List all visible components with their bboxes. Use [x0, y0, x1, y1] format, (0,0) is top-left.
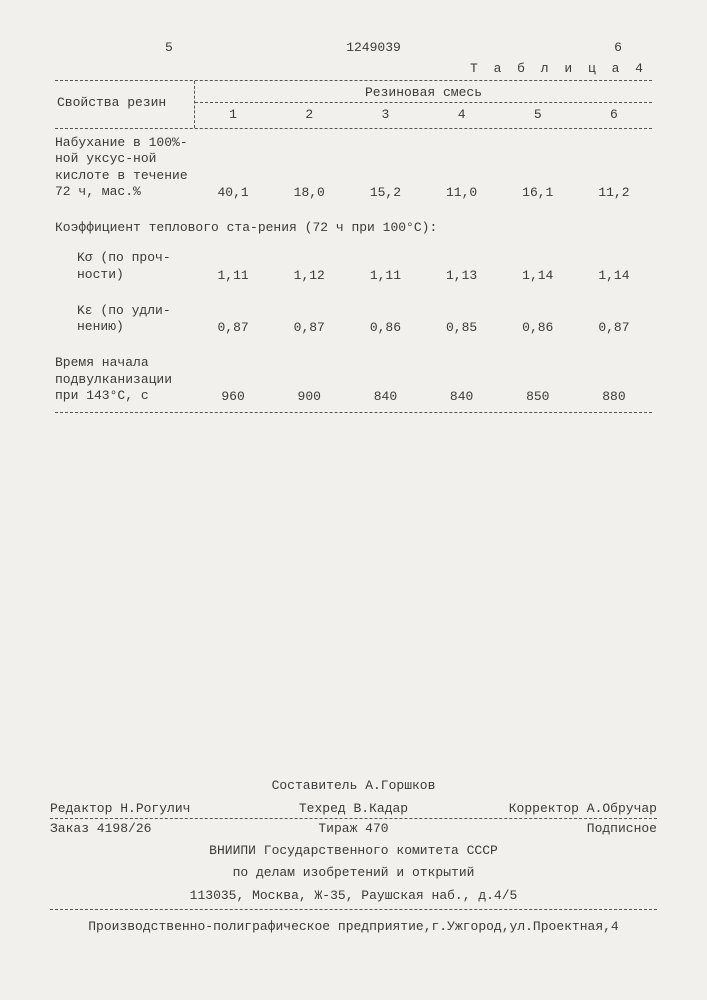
- row-header-label: Свойства резин: [55, 81, 195, 128]
- cell: 18,0: [271, 185, 347, 200]
- cell: 11,2: [576, 185, 652, 200]
- row-label: Время начала подвулканизации при 143°С, …: [55, 355, 195, 404]
- cell: 40,1: [195, 185, 271, 200]
- tirazh: Тираж 470: [252, 821, 454, 836]
- editor: Редактор Н.Рогулич: [50, 801, 252, 816]
- cell: 0,87: [195, 320, 271, 335]
- table-body: Набухание в 100%-ной уксус-ной кислоте в…: [55, 135, 652, 413]
- row-label: Kε (по удли-нению): [55, 303, 195, 336]
- printer-line: Производственно-полиграфическое предприя…: [50, 918, 657, 936]
- column-group-header: Резиновая смесь: [195, 81, 652, 103]
- col-num: 5: [500, 107, 576, 122]
- table-header-row: Свойства резин Резиновая смесь 1 2 3 4 5…: [55, 81, 652, 128]
- sub-header: Коэффициент теплового ста-рения (72 ч пр…: [55, 220, 652, 236]
- cell: 1,14: [576, 268, 652, 283]
- cell: 880: [576, 389, 652, 404]
- order-line: Заказ 4198/26 Тираж 470 Подписное: [50, 819, 657, 838]
- cell: 900: [271, 389, 347, 404]
- table-title: Т а б л и ц а 4: [55, 61, 652, 76]
- col-num: 6: [576, 107, 652, 122]
- cell: 0,86: [347, 320, 423, 335]
- divider: [50, 909, 657, 910]
- column-numbers: 1 2 3 4 5 6: [195, 103, 652, 128]
- cell: 0,87: [576, 320, 652, 335]
- cell: 1,13: [424, 268, 500, 283]
- cell: 0,86: [500, 320, 576, 335]
- cell: 1,11: [195, 268, 271, 283]
- cell: 0,87: [271, 320, 347, 335]
- table-row: Kσ (по проч-ности) 1,11 1,12 1,11 1,13 1…: [55, 250, 652, 283]
- table-row: Время начала подвулканизации при 143°С, …: [55, 355, 652, 404]
- podpisnoe: Подписное: [455, 821, 657, 836]
- row-label: Набухание в 100%-ной уксус-ной кислоте в…: [55, 135, 195, 200]
- org-line-2: по делам изобретений и открытий: [50, 864, 657, 882]
- cell: 840: [347, 389, 423, 404]
- techred: Техред В.Кадар: [252, 801, 454, 816]
- col-num: 3: [347, 107, 423, 122]
- table-row: Kε (по удли-нению) 0,87 0,87 0,86 0,85 0…: [55, 303, 652, 336]
- address-line: 113035, Москва, Ж-35, Раушская наб., д.4…: [50, 887, 657, 905]
- col-num: 4: [424, 107, 500, 122]
- cell: 15,2: [347, 185, 423, 200]
- doc-number: 1249039: [346, 40, 401, 55]
- col-num: 2: [271, 107, 347, 122]
- divider: [55, 412, 652, 413]
- table-row: Набухание в 100%-ной уксус-ной кислоте в…: [55, 135, 652, 200]
- divider: [55, 128, 652, 129]
- cell: 0,85: [424, 320, 500, 335]
- cell: 1,12: [271, 268, 347, 283]
- cell: 960: [195, 389, 271, 404]
- cell: 1,11: [347, 268, 423, 283]
- page-left-num: 5: [165, 40, 173, 55]
- cell: 16,1: [500, 185, 576, 200]
- page-right-num: 6: [614, 40, 622, 55]
- row-label: Kσ (по проч-ности): [55, 250, 195, 283]
- cell: 840: [424, 389, 500, 404]
- cell: 850: [500, 389, 576, 404]
- order: Заказ 4198/26: [50, 821, 252, 836]
- col-num: 1: [195, 107, 271, 122]
- org-line-1: ВНИИПИ Государственного комитета СССР: [50, 842, 657, 860]
- cell: 11,0: [424, 185, 500, 200]
- credits-line: Редактор Н.Рогулич Техред В.Кадар Коррек…: [50, 799, 657, 818]
- corrector: Корректор А.Обручар: [455, 801, 657, 816]
- footer: Составитель А.Горшков Редактор Н.Рогулич…: [50, 773, 657, 940]
- compiler-line: Составитель А.Горшков: [50, 777, 657, 795]
- cell: 1,14: [500, 268, 576, 283]
